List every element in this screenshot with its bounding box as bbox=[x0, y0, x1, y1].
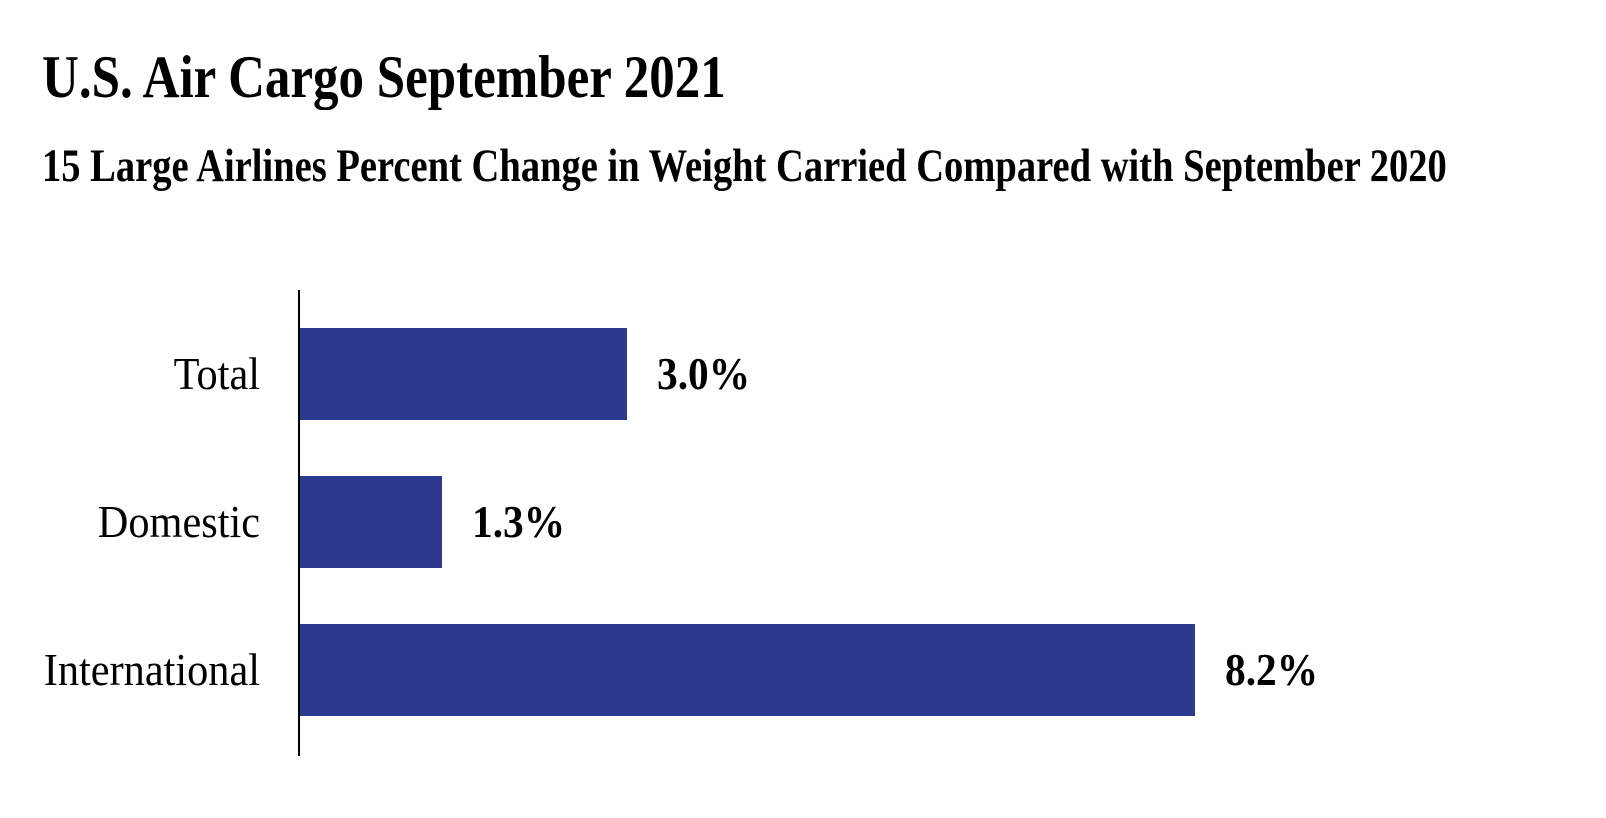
category-label-total: Total bbox=[173, 348, 260, 399]
bar-chart: Total 3.0% Domestic 1.3% International 8… bbox=[0, 290, 1606, 756]
category-label-international: International bbox=[43, 644, 260, 695]
chart-title: U.S. Air Cargo September 2021 bbox=[42, 44, 726, 110]
bar-area: 8.2% bbox=[300, 624, 1329, 716]
bar-row-international: International 8.2% bbox=[0, 624, 1606, 716]
bar-rows: Total 3.0% Domestic 1.3% International 8… bbox=[0, 328, 1606, 716]
bar-international bbox=[300, 624, 1195, 716]
bar-total bbox=[300, 328, 627, 420]
bar-row-total: Total 3.0% bbox=[0, 328, 1606, 420]
category-label-domestic: Domestic bbox=[97, 496, 260, 547]
bar-area: 1.3% bbox=[300, 476, 576, 568]
bar-row-domestic: Domestic 1.3% bbox=[0, 476, 1606, 568]
value-label-domestic: 1.3% bbox=[472, 496, 566, 547]
value-label-total: 3.0% bbox=[657, 348, 751, 399]
chart-subtitle: 15 Large Airlines Percent Change in Weig… bbox=[42, 140, 1447, 192]
bar-area: 3.0% bbox=[300, 328, 761, 420]
bar-domestic bbox=[300, 476, 442, 568]
y-axis-line bbox=[298, 290, 300, 756]
value-label-international: 8.2% bbox=[1225, 644, 1319, 695]
